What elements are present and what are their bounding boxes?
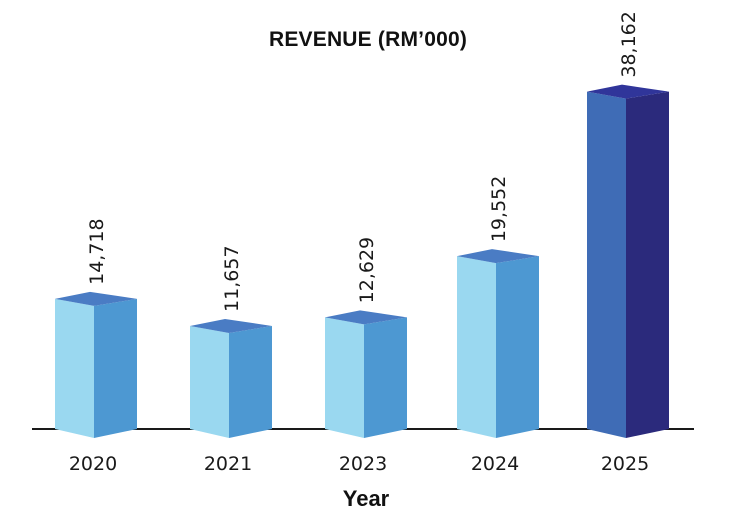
x-tick-label-2021: 2021: [204, 453, 252, 475]
x-tick-label-2025: 2025: [601, 453, 649, 475]
data-label-2021: 11,657: [221, 245, 243, 311]
bar-top-face: [190, 318, 272, 333]
bar-side-face: [364, 317, 407, 438]
bar-top-face: [587, 84, 669, 99]
bar-2025: [587, 84, 669, 438]
bar-2020: [55, 291, 137, 438]
data-label-2020: 14,718: [86, 218, 108, 284]
bar-top-face: [457, 249, 539, 264]
bar-2021: [190, 318, 272, 438]
data-label-2025: 38,162: [618, 11, 640, 77]
bar-front-face: [457, 256, 496, 438]
bar-2023: [325, 310, 407, 438]
x-tick-label-2020: 2020: [69, 453, 117, 475]
bars-layer: [55, 84, 669, 438]
bar-side-face: [496, 256, 539, 438]
x-tick-label-2023: 2023: [339, 453, 387, 475]
x-tick-label-2024: 2024: [471, 453, 519, 475]
bar-side-face: [626, 91, 669, 438]
bar-front-face: [190, 325, 229, 438]
x-axis-title: Year: [343, 486, 390, 511]
bar-front-face: [55, 298, 94, 438]
bar-2024: [457, 249, 539, 438]
labels-layer: 14,718 2020 11,657 2021 12,629 2023 19,552 2024…: [69, 11, 649, 475]
bar-front-face: [587, 91, 626, 438]
chart-title: REVENUE (RM’000): [268, 28, 468, 51]
bar-front-face: [325, 317, 364, 438]
bar-side-face: [94, 298, 137, 438]
bar-side-face: [229, 325, 272, 438]
data-label-2023: 12,629: [356, 237, 378, 303]
data-label-2024: 19,552: [488, 176, 510, 242]
bar-top-face: [55, 291, 137, 306]
bar-top-face: [325, 310, 407, 325]
